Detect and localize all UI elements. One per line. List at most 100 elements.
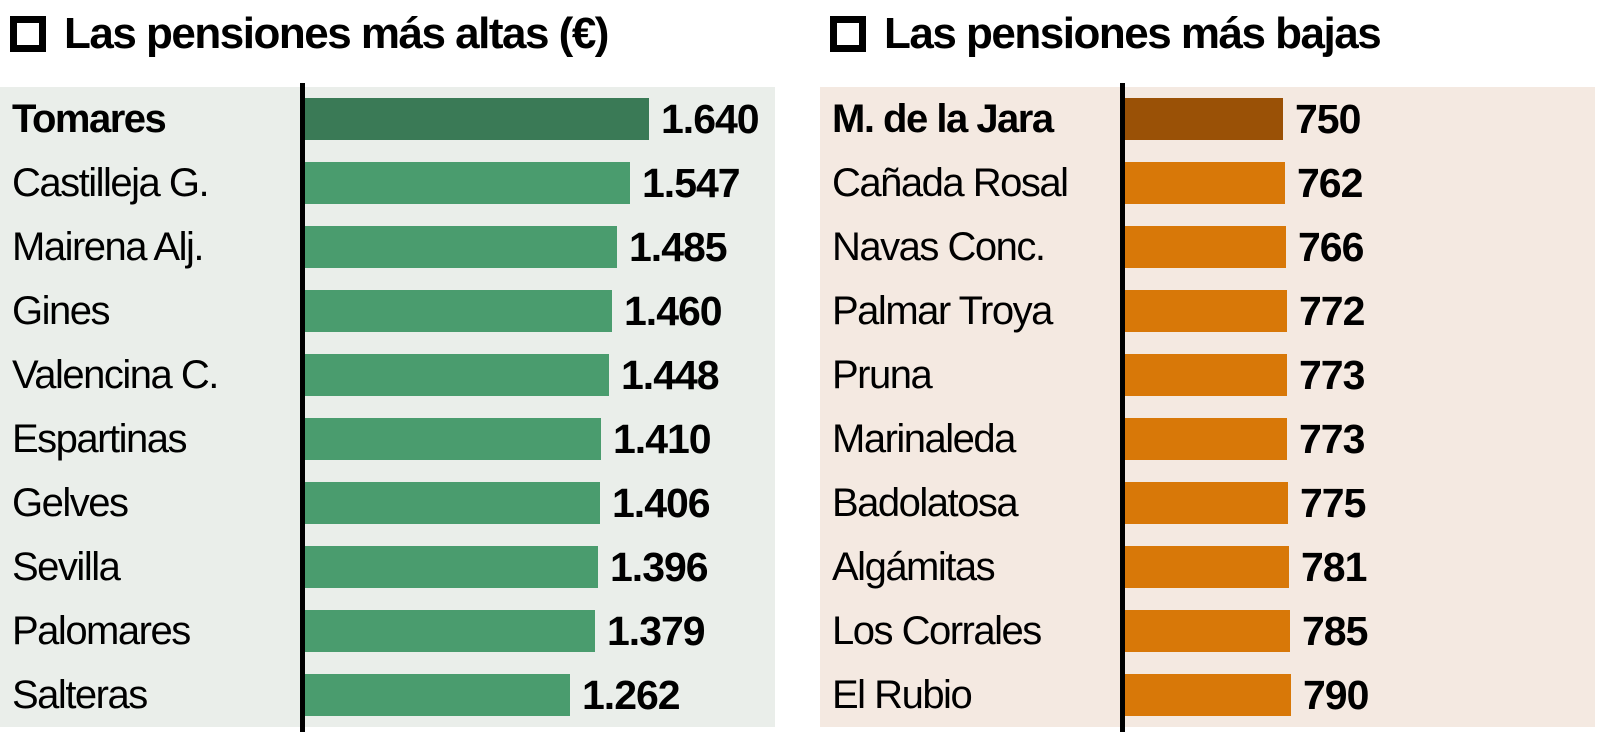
value-bar xyxy=(305,354,609,396)
value-label: 775 xyxy=(1300,479,1366,526)
value-bar xyxy=(305,482,600,524)
category-label: Algámitas xyxy=(832,544,996,589)
category-label: M. de la Jara xyxy=(832,96,1054,141)
chart-row: Tomares 1.640 xyxy=(0,87,775,151)
bar-area: 762 xyxy=(1125,159,1363,207)
bar-area: 1.640 xyxy=(305,95,760,143)
chart-row: Valencina C. 1.448 xyxy=(0,343,775,407)
value-bar xyxy=(1125,418,1287,460)
category-label: El Rubio xyxy=(832,672,973,717)
chart-panel: M. de la Jara 750 Cañada Rosal 762 Navas Con… xyxy=(820,83,1595,732)
category-label: Valencina C. xyxy=(12,352,219,397)
chart-title-highest: Las pensiones más altas (€) xyxy=(10,6,609,62)
value-bar xyxy=(305,98,649,140)
value-label: 1.379 xyxy=(607,607,706,654)
value-bar xyxy=(1125,546,1289,588)
bar-area: 773 xyxy=(1125,351,1365,399)
chart-row: Badolatosa 775 xyxy=(820,471,1595,535)
square-bullet-icon xyxy=(830,16,866,52)
value-label: 785 xyxy=(1302,607,1368,654)
bar-area: 790 xyxy=(1125,671,1369,719)
chart-row: Cañada Rosal 762 xyxy=(820,151,1595,215)
value-label: 1.262 xyxy=(582,671,681,718)
bar-area: 1.262 xyxy=(305,671,681,719)
bar-area: 750 xyxy=(1125,96,1361,143)
axis-line xyxy=(1120,83,1125,732)
chart-row: Navas Conc. 766 xyxy=(820,215,1595,279)
chart-row: Mairena Alj. 1.485 xyxy=(0,215,775,279)
chart-row: Pruna 773 xyxy=(820,343,1595,407)
category-label: Cañada Rosal xyxy=(832,160,1069,205)
category-label: Gelves xyxy=(12,480,129,525)
bar-area: 1.485 xyxy=(305,223,728,271)
chart-row: M. de la Jara 750 xyxy=(820,87,1595,151)
category-label: Espartinas xyxy=(12,416,187,461)
value-label: 766 xyxy=(1298,223,1364,270)
category-label: Palmar Troya xyxy=(832,288,1053,333)
chart-row: El Rubio 790 xyxy=(820,663,1595,727)
chart-row: Marinaleda 773 xyxy=(820,407,1595,471)
category-label: Mairena Alj. xyxy=(12,224,204,269)
category-label: Pruna xyxy=(832,352,933,397)
value-label: 772 xyxy=(1299,287,1365,334)
value-label: 773 xyxy=(1299,351,1365,398)
value-label: 1.410 xyxy=(613,415,712,462)
value-bar xyxy=(1125,162,1285,204)
value-bar xyxy=(305,674,570,716)
value-label: 1.448 xyxy=(621,351,720,398)
value-bar xyxy=(1125,354,1287,396)
value-label: 762 xyxy=(1297,159,1363,206)
bar-area: 766 xyxy=(1125,223,1364,271)
category-label: Badolatosa xyxy=(832,480,1019,525)
category-label: Salteras xyxy=(12,672,148,717)
bar-area: 785 xyxy=(1125,607,1368,655)
value-label: 1.396 xyxy=(610,543,709,590)
chart-row: Algámitas 781 xyxy=(820,535,1595,599)
category-label: Castilleja G. xyxy=(12,160,210,205)
chart-row: Gelves 1.406 xyxy=(0,471,775,535)
bar-area: 1.547 xyxy=(305,160,741,207)
bar-area: 1.448 xyxy=(305,351,720,399)
value-bar xyxy=(305,162,630,204)
category-label: Palomares xyxy=(12,608,191,653)
value-label: 1.640 xyxy=(661,95,760,142)
chart-row: Palmar Troya 772 xyxy=(820,279,1595,343)
chart-row: Castilleja G. 1.547 xyxy=(0,151,775,215)
chart-lowest-pensions: Las pensiones más bajas M. de la Jara 750… xyxy=(820,0,1595,750)
value-bar xyxy=(305,418,601,460)
chart-row: Sevilla 1.396 xyxy=(0,535,775,599)
chart-title-lowest: Las pensiones más bajas xyxy=(830,6,1382,62)
chart-title-text: Las pensiones más bajas xyxy=(884,9,1382,58)
axis-line xyxy=(300,83,305,732)
bar-area: 1.460 xyxy=(305,287,723,335)
value-bar xyxy=(1125,482,1288,524)
value-label: 1.406 xyxy=(612,479,711,526)
value-label: 773 xyxy=(1299,415,1365,462)
category-label: Navas Conc. xyxy=(832,224,1046,269)
chart-highest-pensions: Las pensiones más altas (€) Tomares 1.640… xyxy=(0,0,775,750)
bar-area: 1.410 xyxy=(305,415,712,463)
value-label: 1.485 xyxy=(629,223,728,270)
category-label: Gines xyxy=(12,288,111,333)
chart-row: Palomares 1.379 xyxy=(0,599,775,663)
value-bar xyxy=(1125,674,1291,716)
value-bar xyxy=(305,290,612,332)
chart-row: Los Corrales 785 xyxy=(820,599,1595,663)
category-label: Sevilla xyxy=(12,544,121,589)
value-bar xyxy=(305,610,595,652)
square-bullet-icon xyxy=(10,16,46,52)
bar-area: 773 xyxy=(1125,415,1365,463)
chart-title-text: Las pensiones más altas (€) xyxy=(64,9,609,58)
category-label: Tomares xyxy=(12,96,167,141)
value-label: 781 xyxy=(1301,543,1367,590)
value-bar xyxy=(1125,98,1283,140)
value-bar xyxy=(1125,290,1287,332)
value-label: 790 xyxy=(1303,671,1369,718)
category-label: Los Corrales xyxy=(832,608,1042,653)
value-bar xyxy=(305,226,617,268)
bar-rows: M. de la Jara 750 Cañada Rosal 762 Navas Con… xyxy=(820,87,1595,727)
bar-rows: Tomares 1.640 Castilleja G. 1.547 Mairena Al… xyxy=(0,87,775,727)
value-label: 1.460 xyxy=(624,287,723,334)
value-bar xyxy=(305,546,598,588)
